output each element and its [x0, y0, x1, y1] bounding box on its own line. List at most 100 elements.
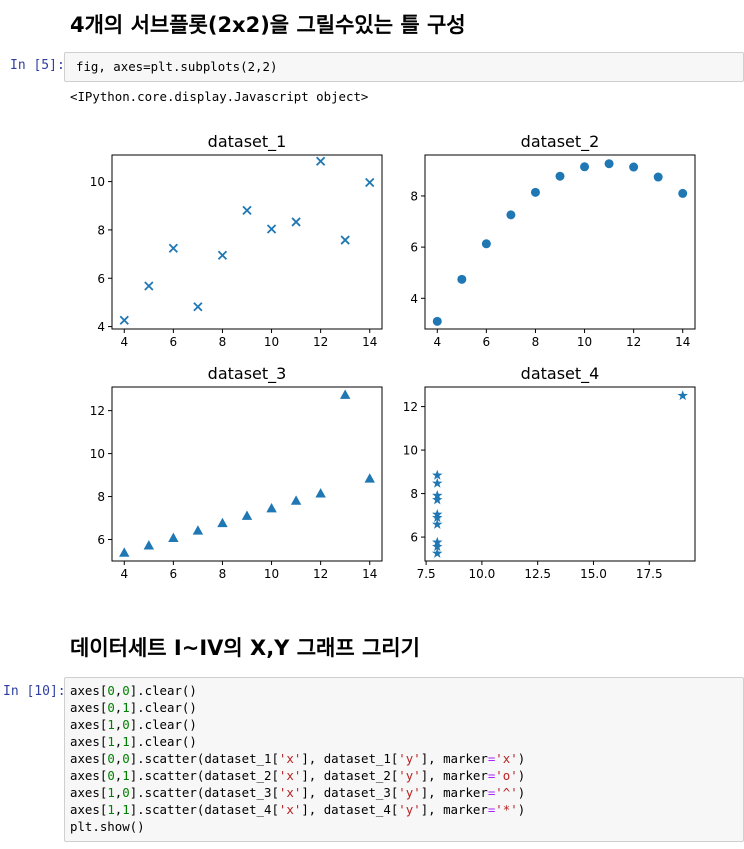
axes-frame	[424, 386, 696, 562]
data-point	[481, 239, 491, 249]
x-tick-label: 14	[362, 335, 377, 349]
data-point	[144, 281, 154, 291]
data-point	[580, 162, 590, 172]
code-line: plt.show()	[70, 819, 145, 834]
subplot-title: dataset_1	[208, 132, 287, 152]
data-point	[340, 235, 350, 245]
subplot-dataset_2: dataset_2 4 6 8 10 12 14 4 6 8	[410, 132, 696, 349]
y-tick-label: 6	[97, 272, 105, 286]
x-tick-label: 8	[219, 335, 227, 349]
subplot-dataset_3: dataset_3 4 6 8 10 12 14 6 8 10 12	[90, 364, 383, 581]
code-line: axes[1,0].clear()	[70, 717, 197, 732]
x-tick-label: 4	[433, 335, 441, 349]
axes-frame	[111, 154, 383, 330]
x-tick-label: 12.5	[524, 567, 551, 581]
cell-output-text: <IPython.core.display.Javascript object>	[70, 89, 369, 104]
code-line: fig, axes=plt.subplots(2,2)	[76, 58, 277, 75]
data-point	[432, 469, 443, 480]
data-point	[193, 302, 203, 312]
y-tick-label: 10	[90, 447, 105, 461]
data-point	[266, 224, 277, 234]
code-line: axes[1,0].scatter(dataset_3['x'], datase…	[70, 785, 526, 800]
data-point	[530, 187, 540, 197]
y-tick-label: 6	[410, 241, 418, 255]
data-point	[677, 390, 688, 401]
data-point	[217, 517, 228, 528]
y-tick-label: 8	[410, 487, 418, 501]
data-point	[291, 217, 301, 227]
x-tick-label: 14	[675, 335, 690, 349]
x-tick-label: 8	[532, 335, 540, 349]
data-point	[365, 177, 375, 188]
data-point	[168, 243, 179, 253]
x-tick-label: 10	[264, 567, 279, 581]
y-tick-label: 4	[97, 320, 105, 334]
subplot-title: dataset_2	[521, 132, 600, 152]
data-point	[457, 274, 467, 284]
data-point	[192, 525, 204, 535]
code-line: axes[0,1].clear()	[70, 700, 197, 715]
x-tick-label: 12	[313, 567, 328, 581]
code-line: axes[0,0].scatter(dataset_1['x'], datase…	[70, 751, 526, 766]
code-text: fig, axes=plt.subplots(2,2)	[76, 59, 278, 74]
data-point	[653, 172, 663, 182]
y-tick-label: 12	[90, 404, 105, 418]
x-tick-label: 8	[219, 567, 227, 581]
data-point	[432, 477, 443, 488]
x-tick-label: 6	[170, 335, 178, 349]
x-tick-label: 4	[120, 567, 128, 581]
data-point	[432, 518, 443, 529]
data-point	[629, 162, 639, 172]
code-line: axes[0,1].scatter(dataset_2['x'], datase…	[70, 768, 526, 783]
cell-prompt-10: In [10]:	[3, 684, 66, 699]
data-point	[315, 488, 326, 498]
data-point	[290, 495, 302, 505]
x-tick-label: 12	[313, 335, 328, 349]
x-tick-label: 10	[577, 335, 592, 349]
code-line: axes[0,0].clear()	[70, 683, 197, 698]
data-point	[555, 171, 565, 181]
x-tick-label: 10	[264, 335, 279, 349]
data-point	[315, 156, 326, 166]
y-tick-label: 8	[97, 223, 105, 237]
y-tick-label: 10	[90, 175, 105, 189]
x-tick-label: 12	[626, 335, 641, 349]
data-point	[266, 502, 277, 513]
x-tick-label: 6	[483, 335, 491, 349]
y-tick-label: 6	[97, 533, 105, 547]
data-point	[604, 159, 614, 169]
data-point	[432, 490, 443, 500]
code-line: axes[1,1].clear()	[70, 734, 197, 749]
axes-frame	[111, 386, 383, 562]
y-tick-label: 8	[97, 490, 105, 504]
code-line: axes[1,1].scatter(dataset_4['x'], datase…	[70, 802, 526, 817]
data-point	[506, 210, 516, 220]
cell-prompt-5: In [5]:	[10, 58, 65, 73]
data-point	[119, 547, 130, 557]
code-cell-scatter[interactable]	[64, 677, 744, 842]
y-tick-label: 4	[410, 292, 418, 306]
subplot-title: dataset_4	[521, 364, 600, 384]
x-tick-label: 7.5	[417, 567, 436, 581]
data-point	[143, 540, 155, 550]
data-point	[432, 547, 443, 558]
x-tick-label: 15.0	[580, 567, 607, 581]
x-tick-label: 14	[362, 567, 377, 581]
data-point	[432, 512, 443, 523]
section-heading-subplots: 4개의 서브플롯(2x2)을 그릴수있는 틀 구성	[70, 13, 466, 37]
data-point	[678, 188, 688, 198]
data-point	[119, 315, 129, 325]
section-heading-datasets: 데이터세트 I~IV의 X,Y 그래프 그리기	[70, 636, 420, 660]
subplot-dataset_1: dataset_1 4 6 8 10 12 14 4 6 8 10	[90, 132, 383, 349]
y-tick-label: 12	[403, 400, 418, 414]
subplot-title: dataset_3	[208, 364, 287, 384]
y-tick-label: 10	[403, 444, 418, 458]
data-point	[241, 510, 253, 520]
data-point	[339, 389, 351, 399]
data-point	[217, 250, 228, 260]
code-cell-subplots[interactable]	[64, 52, 744, 82]
data-point	[168, 532, 179, 542]
data-point	[364, 473, 375, 483]
x-tick-label: 6	[170, 567, 178, 581]
axes-frame	[424, 154, 696, 330]
